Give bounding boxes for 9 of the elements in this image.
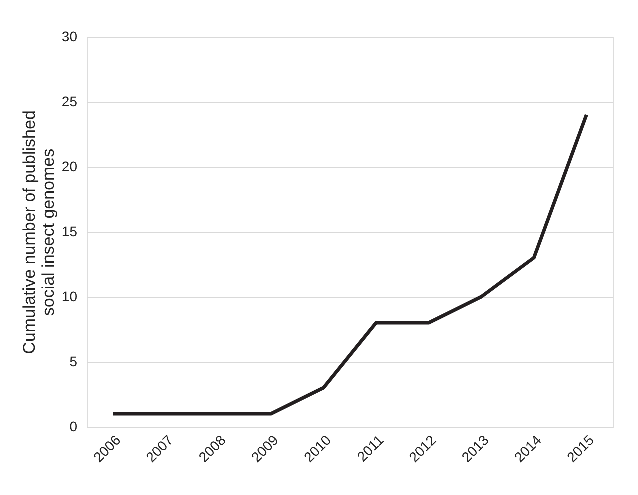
- line-series: [112, 113, 588, 416]
- y-tick-label: 25: [62, 94, 78, 110]
- y-tick-label: 0: [70, 418, 78, 434]
- y-tick-label: 20: [62, 158, 78, 174]
- y-tick-label: 15: [62, 224, 78, 240]
- y-tick-label: 30: [62, 28, 78, 44]
- y-axis-title: Cumulative number of published social insect genomes: [20, 110, 58, 354]
- y-tick-label: 10: [62, 288, 78, 304]
- y-tick-label: 5: [70, 354, 78, 370]
